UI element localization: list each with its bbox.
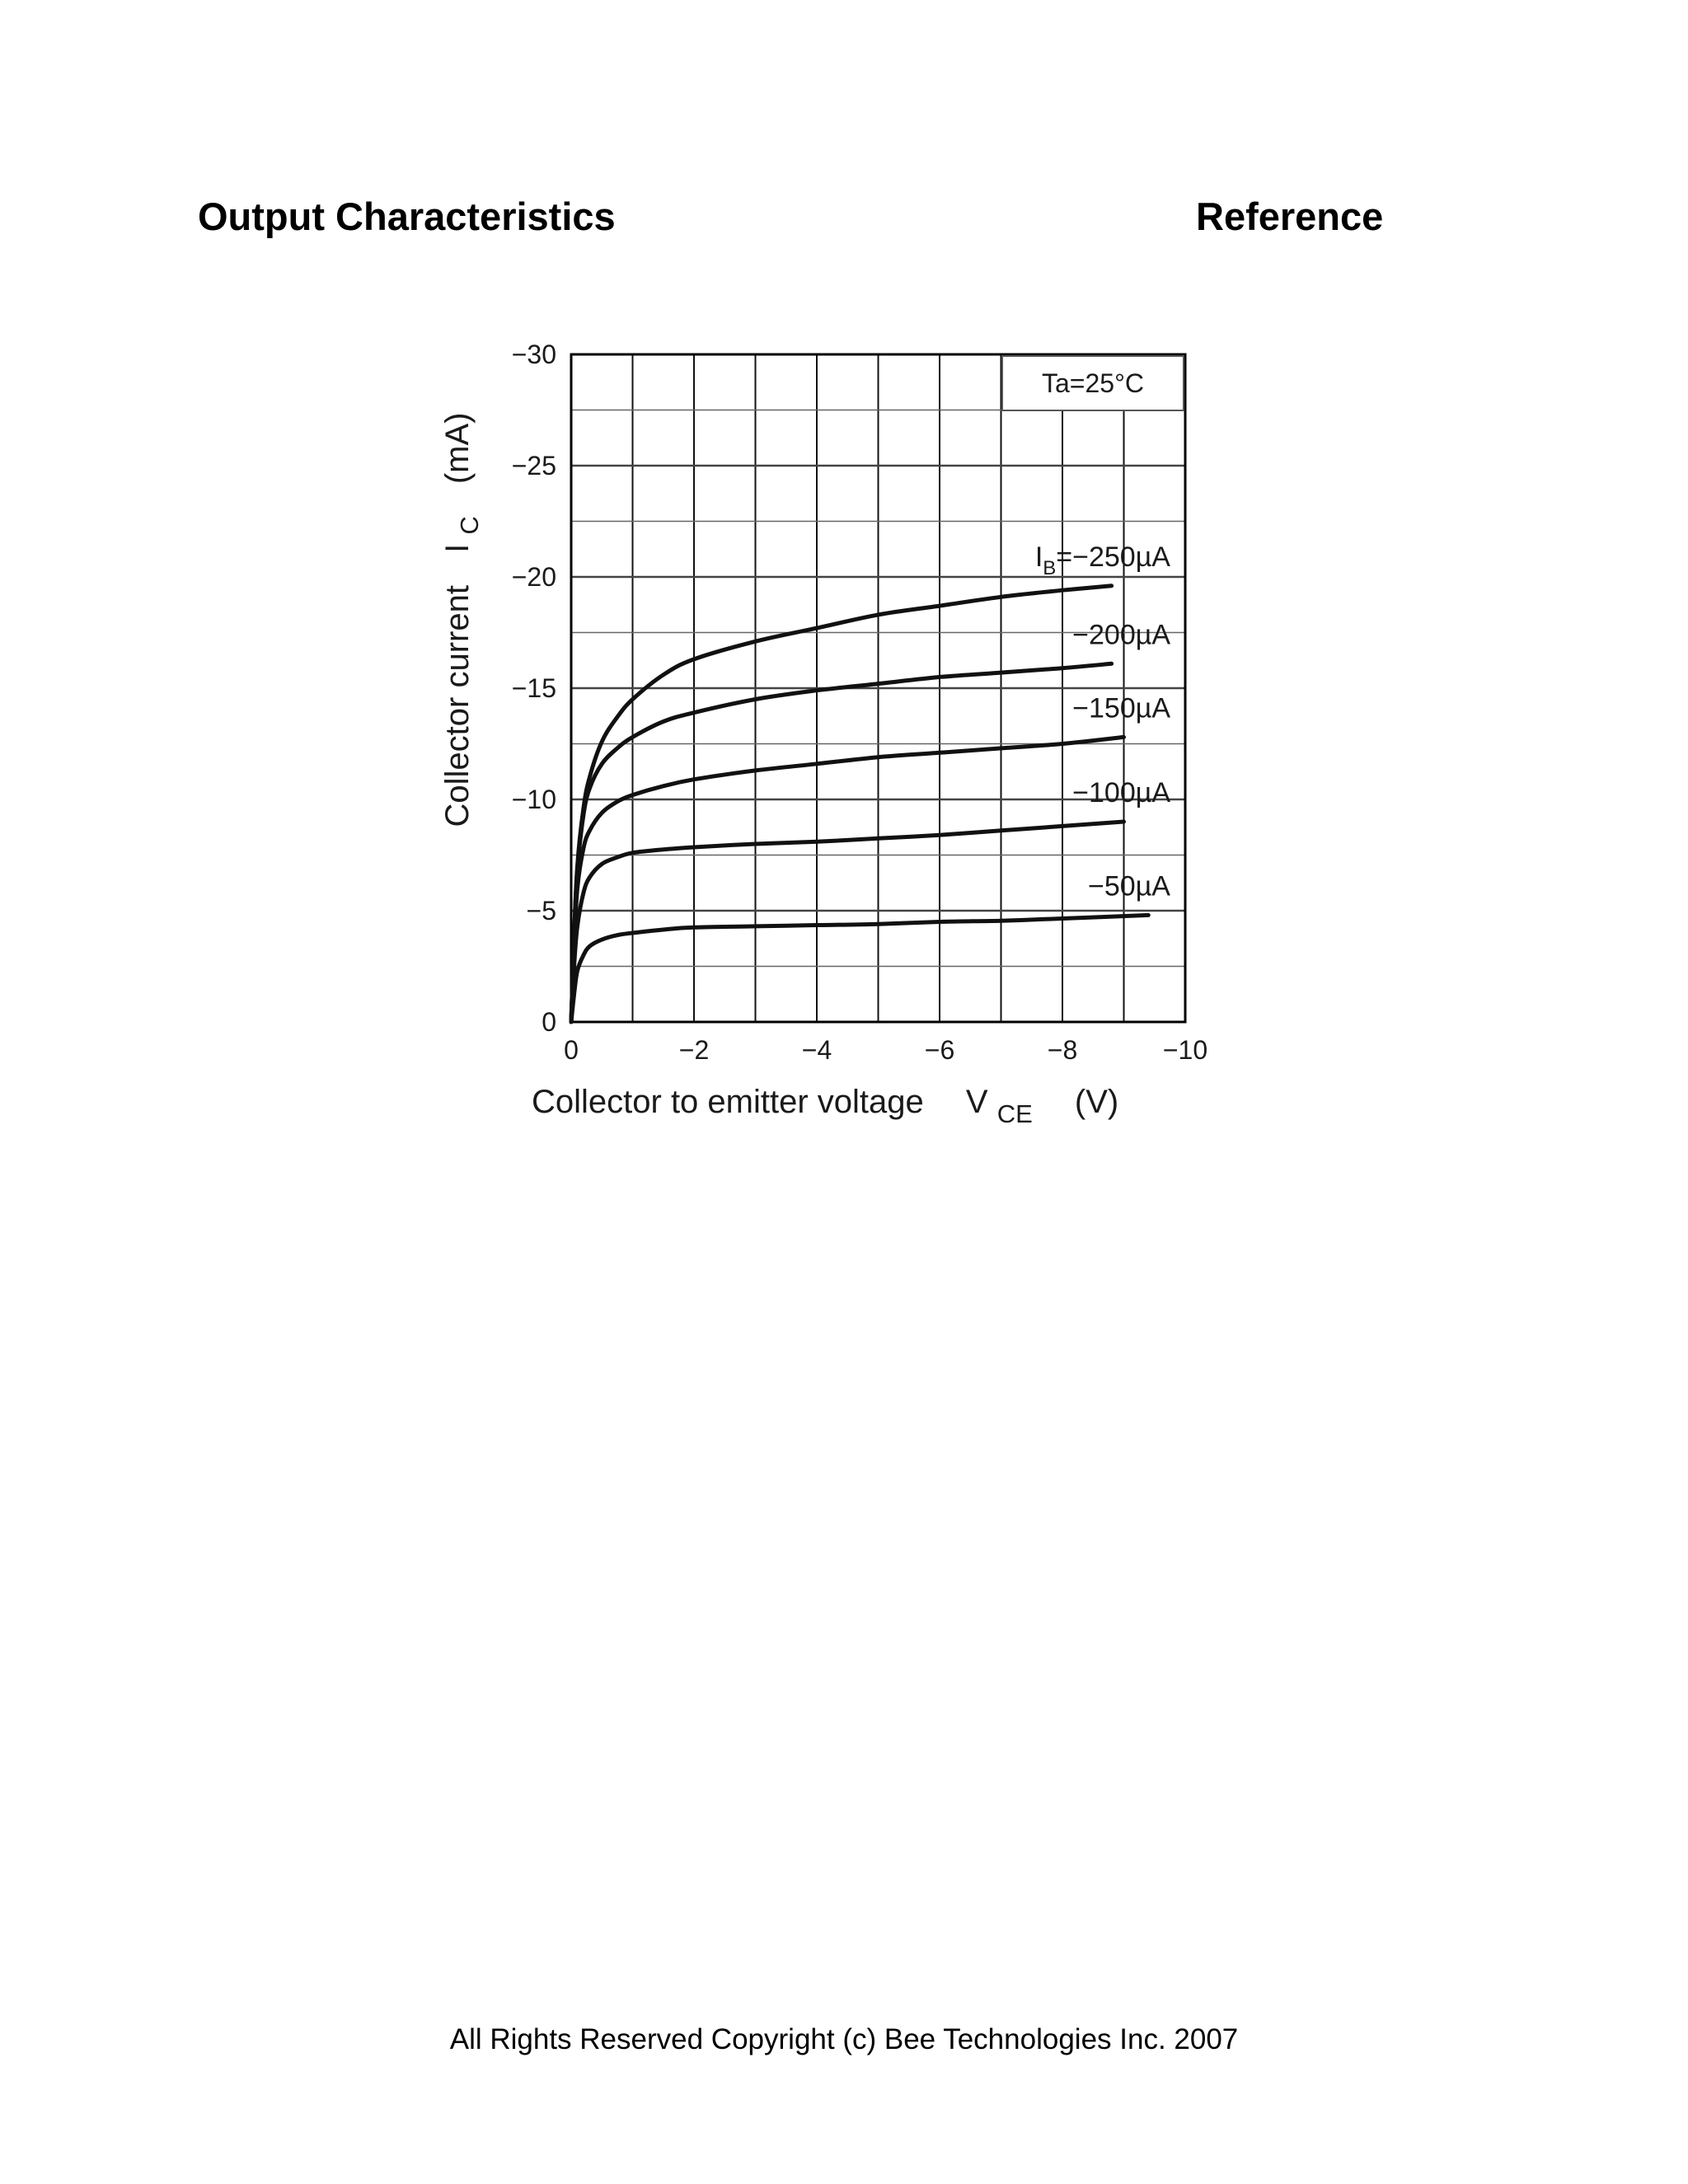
x-axis-label-text: Collector to emitter voltage bbox=[532, 1084, 924, 1120]
x-tick-label: −6 bbox=[925, 1035, 954, 1065]
series-label: −200µA bbox=[1072, 619, 1170, 650]
series-line bbox=[569, 912, 1151, 1024]
series-line bbox=[569, 661, 1114, 1024]
y-tick-label: −5 bbox=[527, 896, 556, 926]
y-tick-label: −20 bbox=[512, 562, 556, 592]
grid bbox=[570, 353, 1187, 1024]
series-label: −100µA bbox=[1072, 777, 1170, 808]
x-tick-label: −8 bbox=[1048, 1035, 1077, 1065]
series-label: −50µA bbox=[1088, 870, 1170, 902]
y-tick-label: −10 bbox=[512, 785, 556, 814]
y-tick-label: −25 bbox=[512, 451, 556, 480]
copyright-footer: All Rights Reserved Copyright (c) Bee Te… bbox=[449, 2023, 1239, 2055]
x-axis-label: Collector to emitter voltage V CE (V) bbox=[532, 1084, 1118, 1130]
page-title: Output Characteristics bbox=[198, 194, 616, 238]
x-tick-label: −4 bbox=[802, 1035, 832, 1065]
y-axis-label-text: Collector current bbox=[439, 585, 476, 827]
series-line bbox=[569, 583, 1114, 1024]
series-lines bbox=[569, 583, 1151, 1024]
series-line bbox=[569, 819, 1126, 1024]
x-axis-unit: (V) bbox=[1075, 1084, 1118, 1120]
series-label: −150µA bbox=[1072, 692, 1170, 724]
y-tick-label: −30 bbox=[512, 340, 556, 369]
series-line bbox=[569, 734, 1126, 1024]
y-tick-label: −15 bbox=[512, 673, 556, 703]
y-axis-unit: (mA) bbox=[439, 413, 476, 485]
plot-frame bbox=[570, 353, 1187, 1024]
x-tick-label: −10 bbox=[1163, 1035, 1207, 1065]
output-characteristics-chart: 0 −2 −4 −6 −8 −10 0 −5 −10 −15 −20 −25 −30 IB=−250µA… bbox=[439, 340, 1207, 1130]
series-labels: IB=−250µA −200µA −150µA −100µA −50µA bbox=[1035, 541, 1171, 902]
condition-box bbox=[1001, 355, 1184, 411]
condition-text: Ta=25°C bbox=[1042, 368, 1144, 398]
y-tick-label: 0 bbox=[542, 1007, 556, 1037]
x-axis-symbol: V bbox=[966, 1084, 988, 1120]
x-axis-subscript: CE bbox=[997, 1099, 1033, 1128]
y-axis-symbol: I bbox=[439, 544, 476, 553]
reference-label: Reference bbox=[1196, 194, 1384, 238]
tick-labels: 0 −2 −4 −6 −8 −10 0 −5 −10 −15 −20 −25 −30 bbox=[512, 340, 1207, 1065]
x-tick-label: 0 bbox=[564, 1035, 579, 1065]
series-label: IB=−250µA bbox=[1035, 541, 1170, 579]
x-tick-label: −2 bbox=[679, 1035, 709, 1065]
y-axis-subscript: C bbox=[455, 516, 484, 534]
y-axis-label: Collector current I C (mA) bbox=[439, 413, 485, 827]
